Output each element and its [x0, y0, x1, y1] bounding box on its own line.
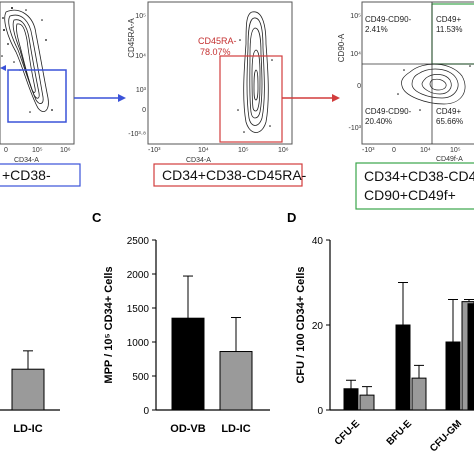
gate-percent: 78.07% — [200, 47, 231, 57]
chart-c: C 0 500 1000 1500 2000 2500 MPP / 10⁵ CD34+ Ce… — [92, 210, 270, 435]
gate-label: +CD38- — [2, 167, 51, 183]
y-tick-2: 10³ — [136, 87, 147, 94]
panel-letter-d: D — [287, 210, 296, 225]
bar-cfu-gm-series-1 — [445, 341, 461, 411]
x-tick-1: 0 — [392, 147, 396, 154]
y-tick-label-3: 1500 — [127, 304, 150, 315]
panel-letter-c: C — [92, 210, 102, 225]
bar-cfu-e-series-1 — [343, 388, 359, 411]
gate-name: CD45RA- — [198, 36, 237, 46]
y-tick-label-1: 500 — [132, 372, 149, 383]
y-tick-2: 0 — [357, 83, 361, 90]
y-tick-3: 0 — [142, 107, 146, 114]
y-tick-label-2: 1000 — [127, 338, 150, 349]
category-label-ld-ic: LD-IC — [13, 423, 42, 435]
arrow-2 — [282, 94, 340, 102]
category-label-ld-ic: LD-IC — [221, 423, 250, 435]
bar-ld-ic — [219, 351, 253, 411]
category-label-cfu-gm: CFU-GM — [428, 418, 464, 454]
x-axis-label: CD34-A — [186, 157, 211, 164]
quadrant-top-left-pct: 2.41% — [365, 25, 388, 34]
y-tick-label-0: 0 — [317, 406, 323, 417]
y-tick-label-1: 20 — [312, 321, 324, 332]
x-tick-2: 10⁵ — [238, 147, 249, 154]
scatter-points — [397, 65, 471, 111]
gate-label: CD34+CD38-CD45RA- — [162, 167, 307, 183]
gate-label-line-2: CD90+CD49f+ — [364, 187, 456, 203]
category-label-bfu-e: BFU-E — [385, 418, 415, 448]
y-axis-label: CD45RA-A — [127, 18, 136, 58]
x-tick-1: 10⁵ — [32, 147, 43, 154]
gate-label-line-1: CD34+CD38-CD4 — [364, 168, 474, 184]
quadrant-bottom-left-name: CD49-CD90- — [365, 107, 412, 116]
contour-density — [4, 9, 49, 112]
plot-frame — [0, 1, 75, 145]
y-tick-1: 10⁴ — [135, 53, 146, 60]
y-tick-3: -10³ — [349, 125, 362, 132]
bar-od-vb — [171, 317, 205, 411]
y-tick-0: 10⁵ — [350, 13, 361, 20]
flow-panel-3: CD90-A 10⁵ 10⁴ 0 -10³ CD49-CD90- 2.41% C… — [337, 1, 474, 210]
y-tick-4: -10³·⁸ — [128, 131, 146, 138]
x-tick-1: 10⁴ — [198, 147, 209, 154]
flow-panel-1: 0 10⁵ 10⁶ CD34-A +CD38- — [0, 1, 81, 187]
bar-g-series-1 — [467, 303, 474, 411]
y-tick-label-0: 0 — [143, 406, 149, 417]
x-axis-label: CD34-A — [14, 157, 39, 164]
plot-frame — [361, 1, 474, 145]
bar-cfu-e-series-2 — [359, 394, 375, 411]
flow-panel-2: CD45RA-A 10⁵ 10⁴ 10³ 0 -10³·⁸ CD45RA- 78… — [127, 1, 307, 187]
x-tick-3: 10⁶ — [278, 147, 289, 154]
contour-density — [243, 11, 269, 133]
y-tick-0: 10⁵ — [135, 13, 146, 20]
bar-bfu-e-series-2 — [411, 377, 427, 411]
y-tick-label-5: 2500 — [127, 236, 150, 247]
y-tick-1: 10⁴ — [350, 51, 361, 58]
arrow-1 — [0, 65, 126, 102]
category-label-g: G — [473, 418, 474, 431]
quadrant-bottom-left-pct: 20.40% — [365, 117, 392, 126]
gate-label-box — [153, 163, 303, 187]
quadrant-bottom-right-pct: 65.66% — [436, 117, 463, 126]
y-axis-label: CFU / 100 CD34+ Cells — [295, 266, 307, 383]
quadrant-bottom-right-name: CD49+ — [436, 107, 461, 116]
bar-ld-ic — [11, 368, 45, 411]
x-tick-0: -10³ — [362, 147, 375, 154]
category-label-od-vb: OD-VB — [170, 423, 206, 435]
scatter-points — [237, 39, 273, 133]
y-axis-label: MPP / 10⁵ CD34+ Cells — [103, 266, 115, 383]
quadrant-top-left-name: CD49-CD90- — [365, 15, 412, 24]
quadrant-top-right-name: CD49+ — [436, 15, 461, 24]
gate-label-box — [0, 163, 81, 187]
x-axis-label: CD49f-A — [436, 156, 463, 163]
x-tick-0: 0 — [4, 147, 8, 154]
y-tick-label-4: 2000 — [127, 270, 150, 281]
scatter-points — [1, 7, 53, 113]
bar-bfu-e-series-1 — [395, 324, 411, 411]
x-tick-3: 10⁵ — [450, 147, 461, 154]
gate-label-box — [355, 162, 474, 210]
chart-b-partial: LD-IC — [0, 350, 60, 435]
y-axis-label: CD90-A — [337, 33, 346, 62]
x-tick-2: 10⁶ — [60, 147, 71, 154]
gate-rectangle — [219, 55, 283, 143]
gate-rectangle — [7, 69, 67, 123]
category-label-cfu-e: CFU-E — [333, 418, 363, 448]
x-tick-2: 10⁴ — [420, 147, 431, 154]
quadrant-top-right-pct: 11.53% — [436, 25, 463, 34]
y-tick-label-2: 40 — [312, 236, 324, 247]
chart-d: D 0 20 40 CFU / 100 CD34+ Cells CFU-E BFU-E CF… — [287, 210, 474, 454]
contour-density — [401, 63, 466, 105]
x-tick-0: -10³ — [148, 147, 161, 154]
